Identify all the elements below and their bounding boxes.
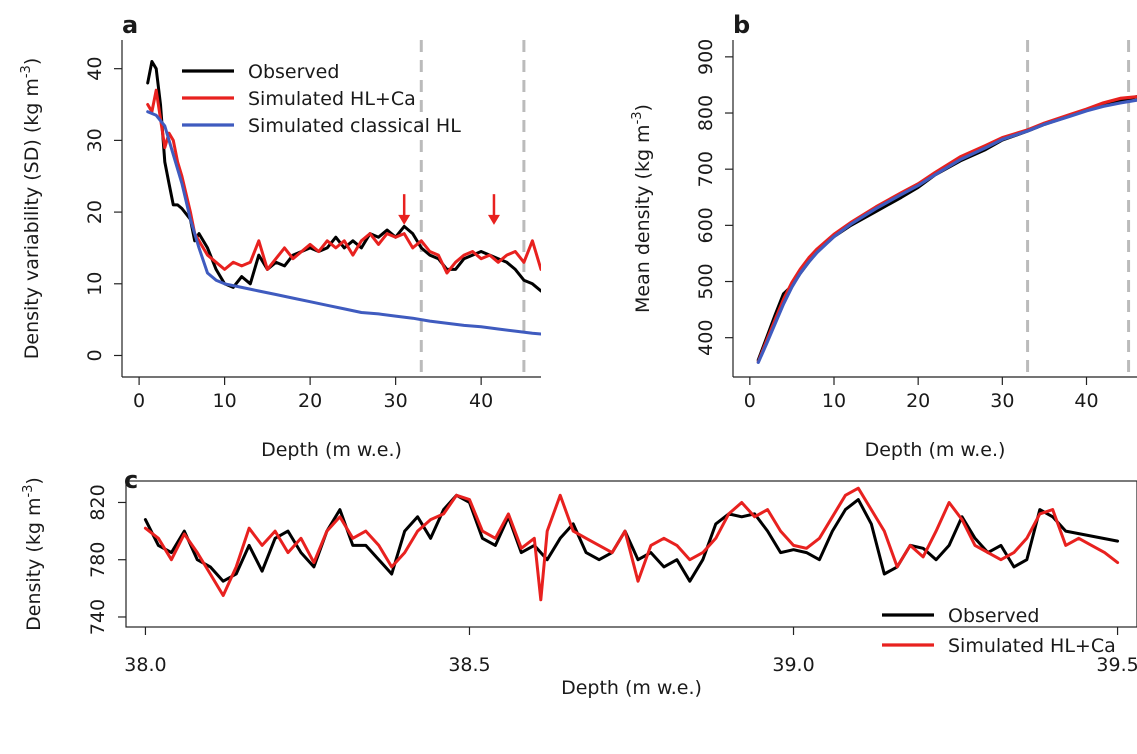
y-tick-label: 500 [695,263,717,299]
y-axis-title: Density (kg m-3) [21,477,45,631]
x-axis-title: Depth (m w.e.) [561,677,702,699]
y-tick-label: 740 [87,599,109,635]
series-line-simulated-hl-ca [143,486,1120,602]
legend: Observed Simulated HL+Ca Simulated classic… [182,61,461,137]
panel-b: 0 10 20 30 40 400 500 600 700 800 900 Depth (m w.e.… [630,11,1137,461]
plot-frame [125,480,1137,628]
legend-label: Simulated classical HL [248,115,461,137]
series-group [756,95,1137,364]
y-tick-label: 600 [695,207,717,243]
panel-c: 38.0 38.5 39.0 39.5 740 780 820 Depth (m w.e.) D… [21,466,1137,699]
x-tick-label: 10 [822,390,846,412]
series-line-simulated-classical-hl [756,98,1137,364]
arrow-head [398,214,411,225]
arrow-head [487,214,500,225]
y-tick-label: 820 [87,484,109,520]
x-tick-label: 30 [384,390,408,412]
y-tick-label: 20 [84,200,106,224]
series-line-simulated-classical-hl [146,110,541,336]
x-tick-label: 39.0 [772,654,814,676]
x-tick-label: 40 [469,390,493,412]
x-axis-title: Depth (m w.e.) [261,439,402,461]
x-tick-label: 0 [744,390,756,412]
y-tick-label: 800 [695,95,717,131]
x-tick-label: 39.5 [1096,654,1137,676]
y-tick-label: 0 [84,349,106,361]
series-group [146,60,541,336]
y-tick-label: 400 [695,320,717,356]
series-line-simulated-hl-ca [756,95,1137,364]
panel-letter: b [733,11,750,39]
y-tick-label: 30 [84,128,106,152]
x-tick-label: 0 [133,390,145,412]
x-axis-title: Depth (m w.e.) [865,439,1006,461]
y-tick-label: 900 [695,39,717,75]
y-tick-label: 10 [84,272,106,296]
legend-label: Simulated HL+Ca [948,635,1116,657]
series-line-observed [146,60,541,293]
y-axis-title: Mean density (kg m-3) [630,104,654,313]
x-tick-label: 40 [1074,390,1098,412]
panel-letter: a [122,11,138,39]
y-tick-label: 40 [84,57,106,81]
series-line-simulated-hl-ca [146,88,541,275]
legend: Observed Simulated HL+Ca [882,605,1116,657]
y-axis-title: Density variability (SD) (kg m-3) [19,58,43,360]
legend-label: Observed [248,61,339,83]
legend-label: Observed [948,605,1039,627]
x-tick-label: 20 [298,390,322,412]
x-tick-label: 20 [906,390,930,412]
panel-a: 0 10 20 30 40 0 10 20 30 40 Depth (m w.e.) Density … [19,11,541,461]
x-tick-label: 38.0 [124,654,166,676]
panel-letter: c [124,466,138,494]
series-line-observed [756,95,1137,362]
legend-label: Simulated HL+Ca [248,88,416,110]
x-tick-label: 10 [213,390,237,412]
x-tick-label: 38.5 [448,654,490,676]
y-tick-label: 700 [695,151,717,187]
y-tick-label: 780 [87,542,109,578]
x-tick-label: 30 [990,390,1014,412]
series-group [143,486,1120,602]
